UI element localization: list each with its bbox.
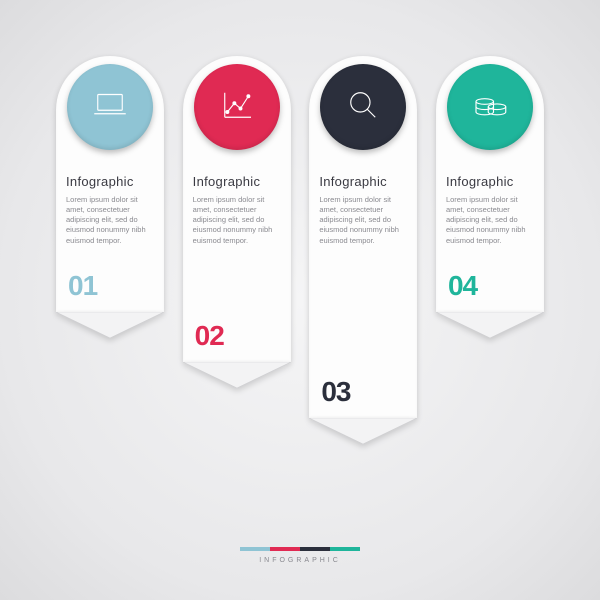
step-number: 04 bbox=[448, 270, 477, 302]
footer-segment-1 bbox=[240, 547, 270, 551]
column-heading: Infographic bbox=[193, 174, 281, 189]
step-number: 01 bbox=[68, 270, 97, 302]
column-3: Infographic Lorem ipsum dolor sit amet, c… bbox=[309, 56, 417, 418]
infographic-columns: Infographic Lorem ipsum dolor sit amet, c… bbox=[56, 56, 544, 418]
column-body: Lorem ipsum dolor sit amet, consectetuer… bbox=[446, 195, 534, 246]
text-block: Infographic Lorem ipsum dolor sit amet, c… bbox=[446, 174, 534, 246]
step-number: 02 bbox=[195, 320, 224, 352]
chart-icon bbox=[216, 84, 258, 131]
text-block: Infographic Lorem ipsum dolor sit amet, c… bbox=[319, 174, 407, 246]
column-4: Infographic Lorem ipsum dolor sit amet, c… bbox=[436, 56, 544, 312]
footer-segments bbox=[240, 547, 360, 551]
column-body: Lorem ipsum dolor sit amet, consectetuer… bbox=[319, 195, 407, 246]
footer-segment-4 bbox=[330, 547, 360, 551]
footer-segment-3 bbox=[300, 547, 330, 551]
magnifier-circle bbox=[320, 64, 406, 150]
step-number: 03 bbox=[321, 376, 350, 408]
arrow-down-icon bbox=[56, 312, 164, 338]
footer: INFOGRAPHIC bbox=[240, 547, 360, 564]
arrow-down-icon bbox=[436, 312, 544, 338]
footer-label: INFOGRAPHIC bbox=[240, 557, 360, 564]
column-body: Lorem ipsum dolor sit amet, consectetuer… bbox=[66, 195, 154, 246]
column-heading: Infographic bbox=[66, 174, 154, 189]
column-1: Infographic Lorem ipsum dolor sit amet, c… bbox=[56, 56, 164, 312]
coins-circle bbox=[447, 64, 533, 150]
column-heading: Infographic bbox=[446, 174, 534, 189]
column-heading: Infographic bbox=[319, 174, 407, 189]
magnifier-icon bbox=[342, 84, 384, 131]
coins-icon bbox=[469, 84, 511, 131]
column-2: Infographic Lorem ipsum dolor sit amet, c… bbox=[183, 56, 291, 362]
arrow-down-icon bbox=[309, 418, 417, 444]
text-block: Infographic Lorem ipsum dolor sit amet, c… bbox=[66, 174, 154, 246]
footer-segment-2 bbox=[270, 547, 300, 551]
laptop-icon bbox=[89, 84, 131, 131]
laptop-circle bbox=[67, 64, 153, 150]
arrow-down-icon bbox=[183, 362, 291, 388]
text-block: Infographic Lorem ipsum dolor sit amet, c… bbox=[193, 174, 281, 246]
column-body: Lorem ipsum dolor sit amet, consectetuer… bbox=[193, 195, 281, 246]
chart-circle bbox=[194, 64, 280, 150]
